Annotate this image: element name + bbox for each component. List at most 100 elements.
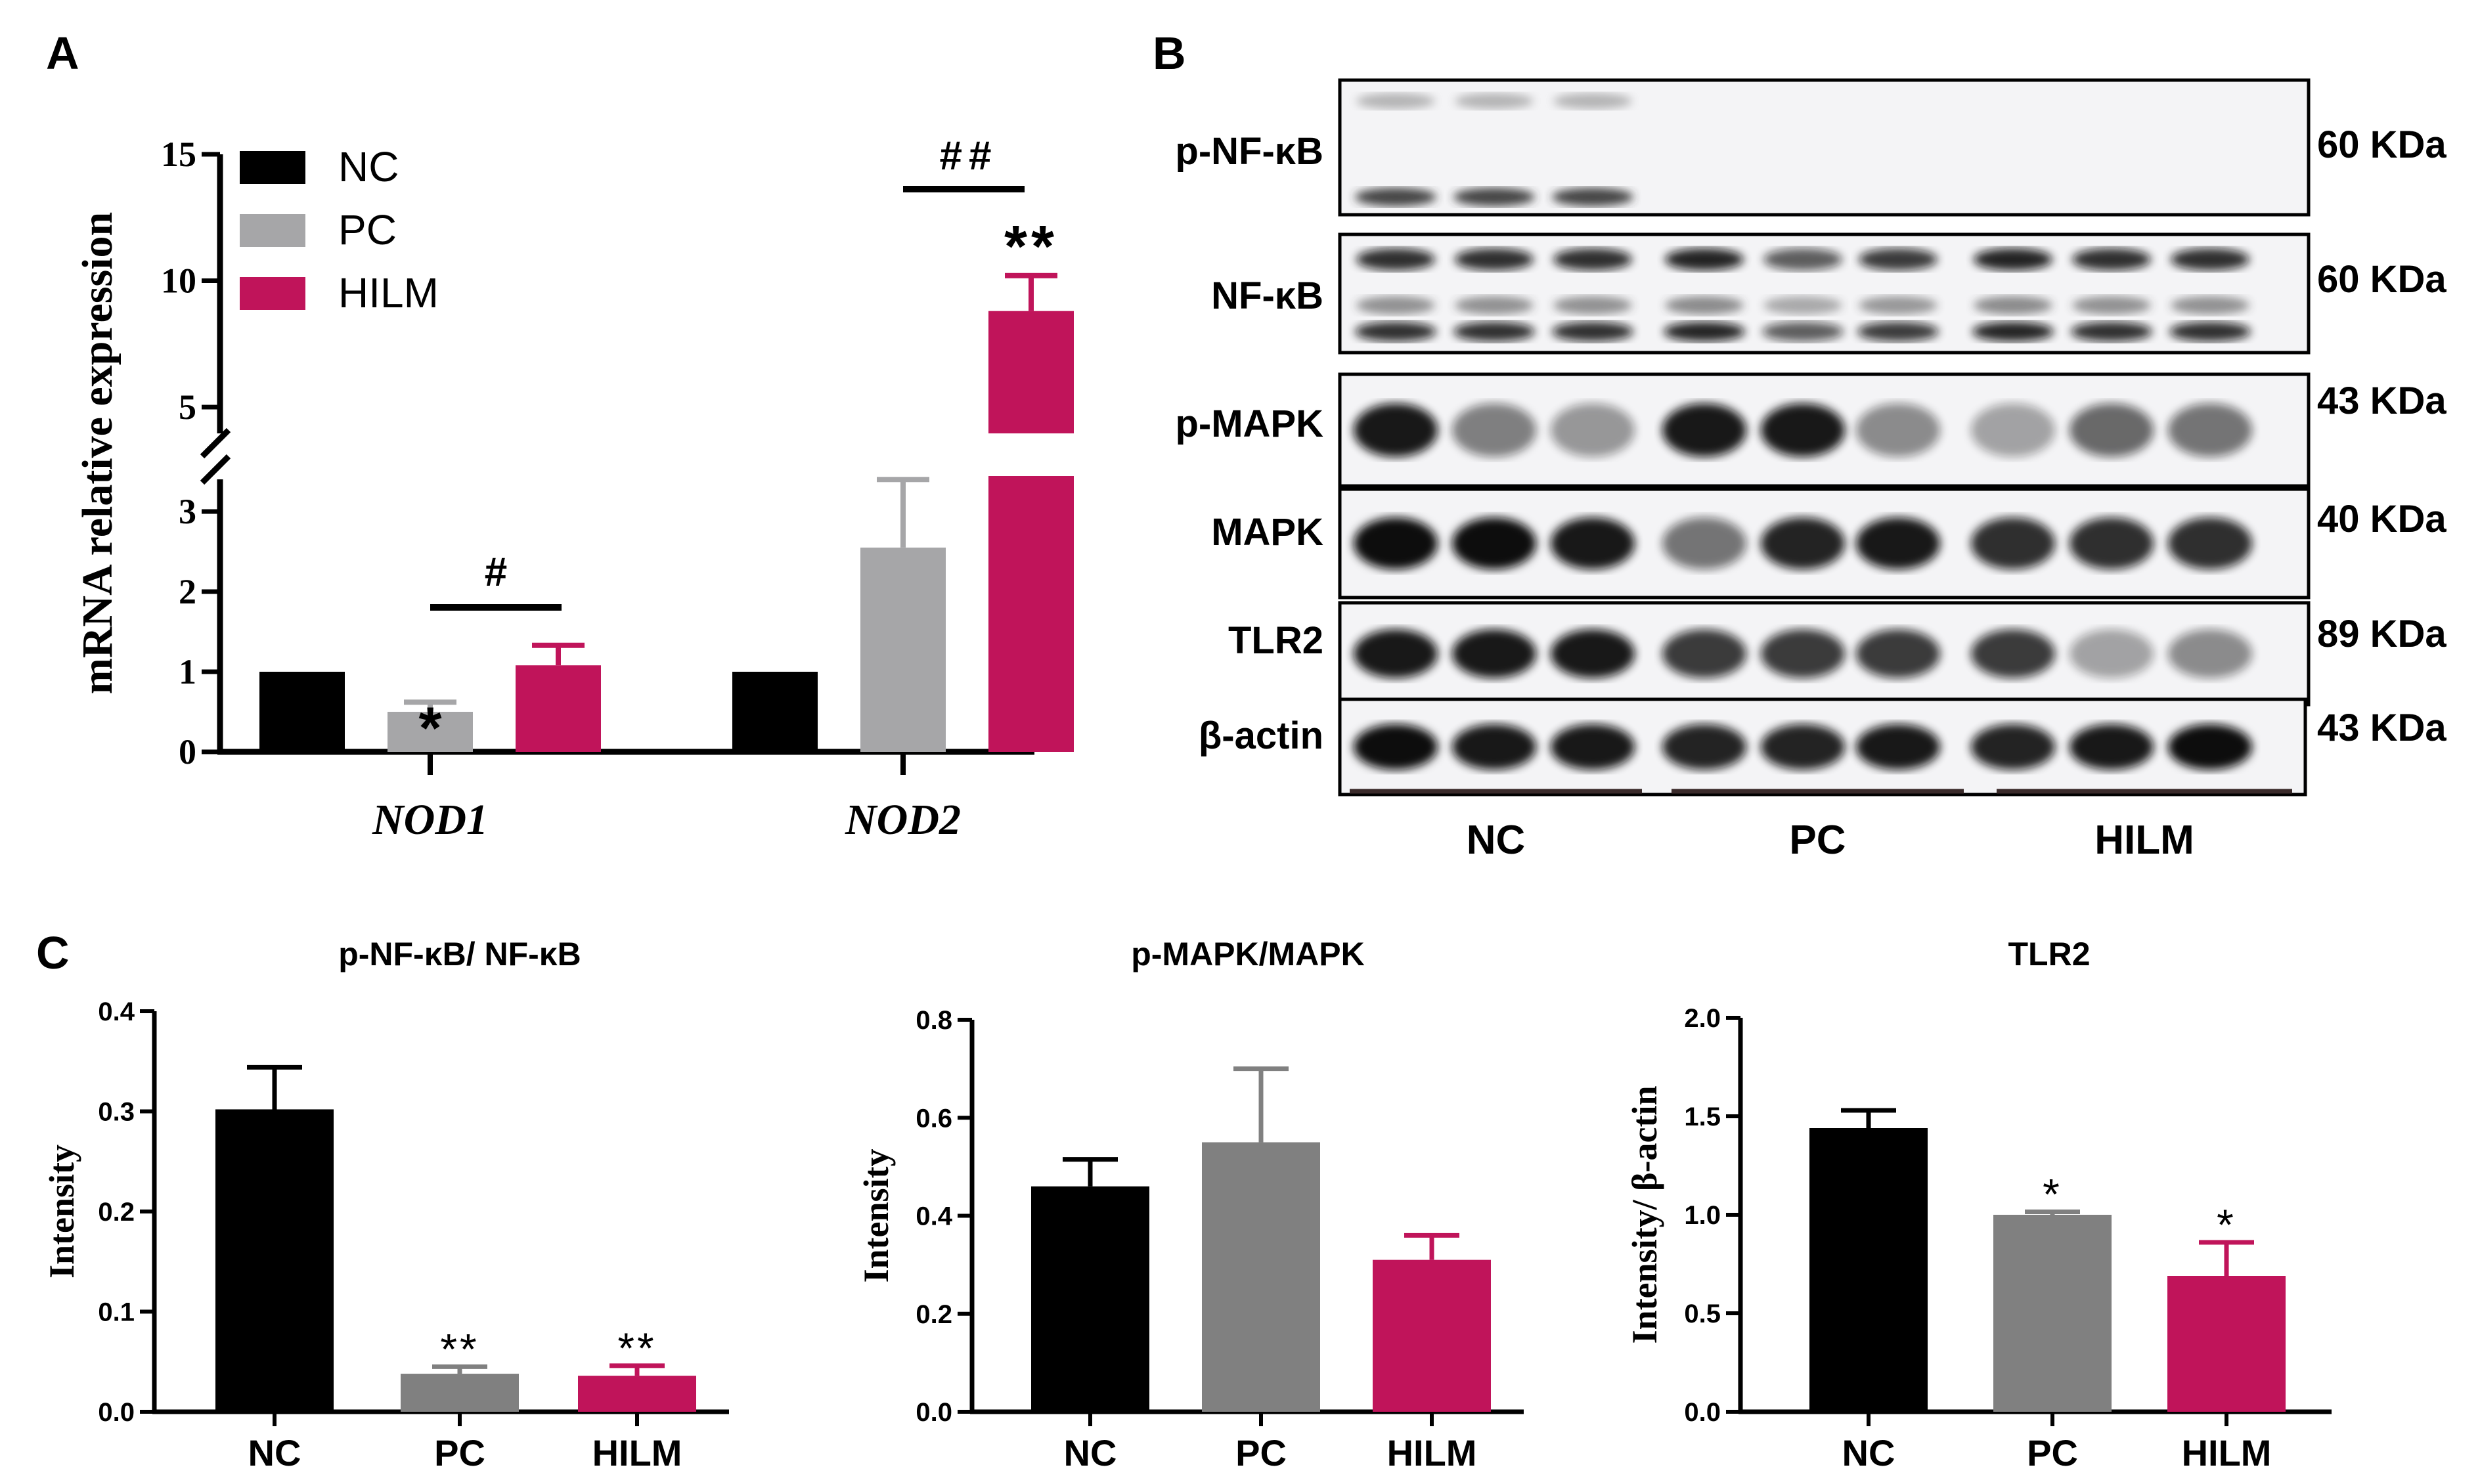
x-tick-label: PC <box>1235 1432 1287 1473</box>
blot-band <box>1354 403 1438 457</box>
blot-band <box>1859 296 1938 315</box>
panel-a-chart: 0 1 2 3 5 10 15 mRNA relative expression NOD1 NOD… <box>74 133 1074 844</box>
bar-hilm <box>1373 1259 1491 1412</box>
comparison-mark: ## <box>940 133 998 179</box>
bar-pc <box>860 547 946 752</box>
blot-band <box>2070 517 2154 570</box>
blot-band <box>1662 629 1746 678</box>
bar-pc <box>401 1374 519 1412</box>
blot-band <box>1552 188 1633 206</box>
blot-band <box>1972 322 2054 341</box>
significance-mark: * <box>2043 1170 2062 1219</box>
chart-title: p-NF-κB/ NF-κB <box>338 936 581 972</box>
bar-nc <box>215 1109 334 1412</box>
blot-band <box>1856 629 1940 678</box>
panel-label-a: A <box>46 28 79 79</box>
blot-protein-label: TLR2 <box>1228 619 1323 662</box>
blot-band <box>2168 517 2252 570</box>
y-tick-label: 5 <box>179 387 196 427</box>
blot-band <box>1665 248 1744 271</box>
blot-protein-label: β-actin <box>1199 714 1323 757</box>
bar-nc <box>732 672 818 752</box>
y-tick-label: 0.1 <box>98 1298 135 1327</box>
blot-band <box>1354 629 1438 678</box>
x-tick-label: PC <box>2027 1432 2078 1473</box>
panel-label-b: B <box>1153 28 1186 79</box>
blot-band <box>2070 403 2154 457</box>
blot-size-label: 60 KDa <box>2317 258 2447 301</box>
x-tick-label: HILM <box>2182 1432 2272 1473</box>
blot-protein-label: MAPK <box>1211 511 1323 554</box>
blot-band <box>1452 517 1536 570</box>
blot-band <box>1974 296 2052 315</box>
chart-title: TLR2 <box>2008 936 2091 972</box>
legend-swatch-hilm <box>240 277 305 310</box>
blot-band <box>1856 403 1940 457</box>
blot-group-label: PC <box>1789 818 1846 863</box>
blot-band <box>1453 188 1535 206</box>
blot-band <box>1452 724 1536 770</box>
blot-band <box>1455 296 1534 315</box>
blot-band <box>1552 322 1633 341</box>
blot-size-label: 43 KDa <box>2317 707 2447 749</box>
x-tick-label: NC <box>1842 1432 1895 1473</box>
blot-band <box>1355 188 1436 206</box>
comparison-mark: # <box>485 550 507 595</box>
blot-band <box>1455 248 1534 271</box>
y-tick-label: 0.8 <box>916 1006 952 1035</box>
blot-band <box>1856 724 1940 770</box>
blot-band <box>1356 296 1435 315</box>
panel-label-c: C <box>36 927 70 978</box>
blot-band <box>2168 724 2252 770</box>
blot-band <box>2171 296 2249 315</box>
blot-band <box>1664 322 1745 341</box>
blot-band <box>2070 629 2154 678</box>
blot-band <box>2070 724 2154 770</box>
bar-hilm <box>988 476 1074 752</box>
blot-band <box>1452 629 1536 678</box>
blot-band <box>2071 322 2152 341</box>
y-axis-label: Intensity <box>42 1145 81 1278</box>
blot-band <box>2169 322 2251 341</box>
blot-band <box>1763 296 1842 315</box>
y-tick-label: 0.6 <box>916 1104 952 1133</box>
blot-band <box>1356 93 1435 109</box>
blot-protein-label: NF-κB <box>1211 274 1323 317</box>
legend-label-pc: PC <box>338 206 397 253</box>
y-tick-label: 0 <box>179 732 196 772</box>
bar-hilm <box>988 311 1074 433</box>
blot-protein-label: p-MAPK <box>1175 403 1323 445</box>
bar-hilm <box>2167 1276 2286 1412</box>
blot-band <box>1665 296 1744 315</box>
y-tick-label: 1.0 <box>1684 1201 1721 1230</box>
bar-nc <box>1031 1186 1149 1412</box>
significance-mark: ** <box>440 1324 479 1373</box>
y-tick-label: 3 <box>179 492 196 531</box>
y-tick-label: 0.3 <box>98 1098 135 1127</box>
blot-group-label: NC <box>1467 818 1526 863</box>
legend-label-hilm: HILM <box>338 269 439 316</box>
blot-band <box>1553 93 1632 109</box>
y-tick-label: 1 <box>179 652 196 691</box>
blot-band <box>1354 517 1438 570</box>
blot-band <box>1971 517 2055 570</box>
blot-band <box>1856 517 1940 570</box>
x-tick-label: NC <box>1064 1432 1117 1473</box>
chart-title: p-MAPK/MAPK <box>1131 936 1365 972</box>
blot-band <box>1356 248 1435 271</box>
blot-band <box>2171 248 2249 271</box>
blot-protein-label: p-NF-κB <box>1175 130 1323 173</box>
y-tick-label: 0.2 <box>98 1198 135 1227</box>
blot-band <box>1971 629 2055 678</box>
y-tick-label: 0.4 <box>916 1202 952 1231</box>
blot-band <box>1551 517 1635 570</box>
blot-band <box>1761 629 1845 678</box>
y-tick-label: 0.5 <box>1684 1299 1721 1328</box>
x-tick-label: NOD1 <box>372 796 488 844</box>
y-tick-label: 0.0 <box>1684 1398 1721 1427</box>
blot-band <box>1762 322 1844 341</box>
blot-band <box>2072 248 2151 271</box>
x-tick-label: PC <box>434 1432 485 1473</box>
x-tick-label: NC <box>248 1432 301 1473</box>
